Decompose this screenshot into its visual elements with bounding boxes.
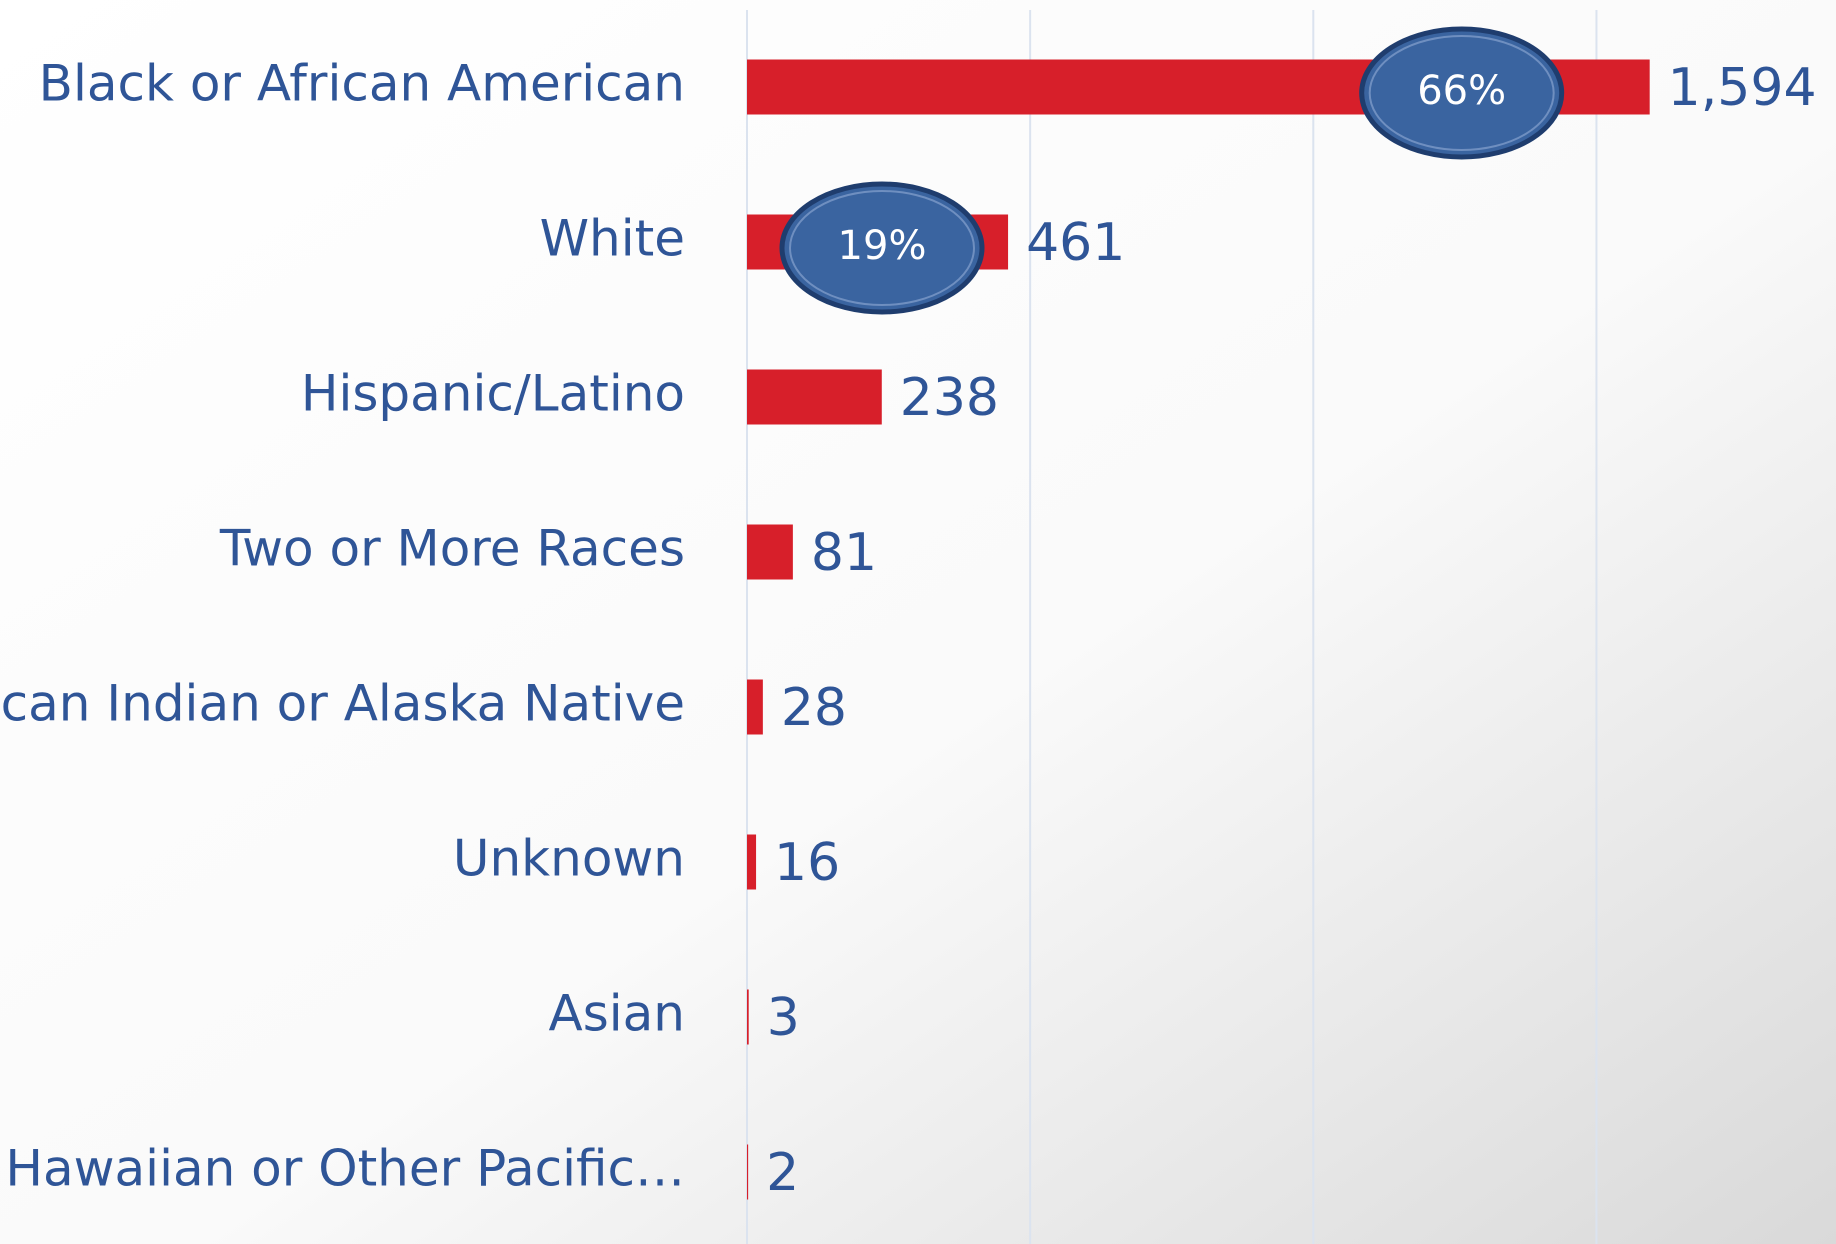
value-label: 16 <box>774 833 840 893</box>
percent-label: 19% <box>838 223 927 269</box>
value-label: 81 <box>811 523 877 583</box>
value-label: 3 <box>767 988 800 1048</box>
category-label: Black or African American <box>39 55 685 113</box>
category-label: Two or More Races <box>219 520 685 578</box>
value-label: 28 <box>781 678 847 738</box>
value-label: 2 <box>766 1143 799 1203</box>
bar <box>747 369 882 425</box>
category-label: American Indian or Alaska Native <box>0 675 685 733</box>
percent-badge-ring <box>789 190 975 306</box>
bar <box>747 679 763 735</box>
category-label: Unknown <box>453 830 685 888</box>
bar <box>747 989 749 1045</box>
value-label: 1,594 <box>1668 58 1817 118</box>
category-label: Hispanic/Latino <box>301 365 685 423</box>
value-label: 238 <box>900 368 999 428</box>
percent-badge-ring <box>1368 35 1555 151</box>
category-label: Asian <box>549 985 685 1043</box>
value-label: 461 <box>1026 213 1125 273</box>
bar <box>747 1144 749 1200</box>
percent-badge <box>1359 26 1565 160</box>
percent-badge <box>779 181 985 315</box>
category-label: Native Hawaiian or Other Pacific… <box>0 1140 685 1198</box>
bar <box>747 834 757 890</box>
percent-label: 66% <box>1417 68 1506 114</box>
category-label: White <box>540 210 685 268</box>
bar <box>747 524 793 580</box>
